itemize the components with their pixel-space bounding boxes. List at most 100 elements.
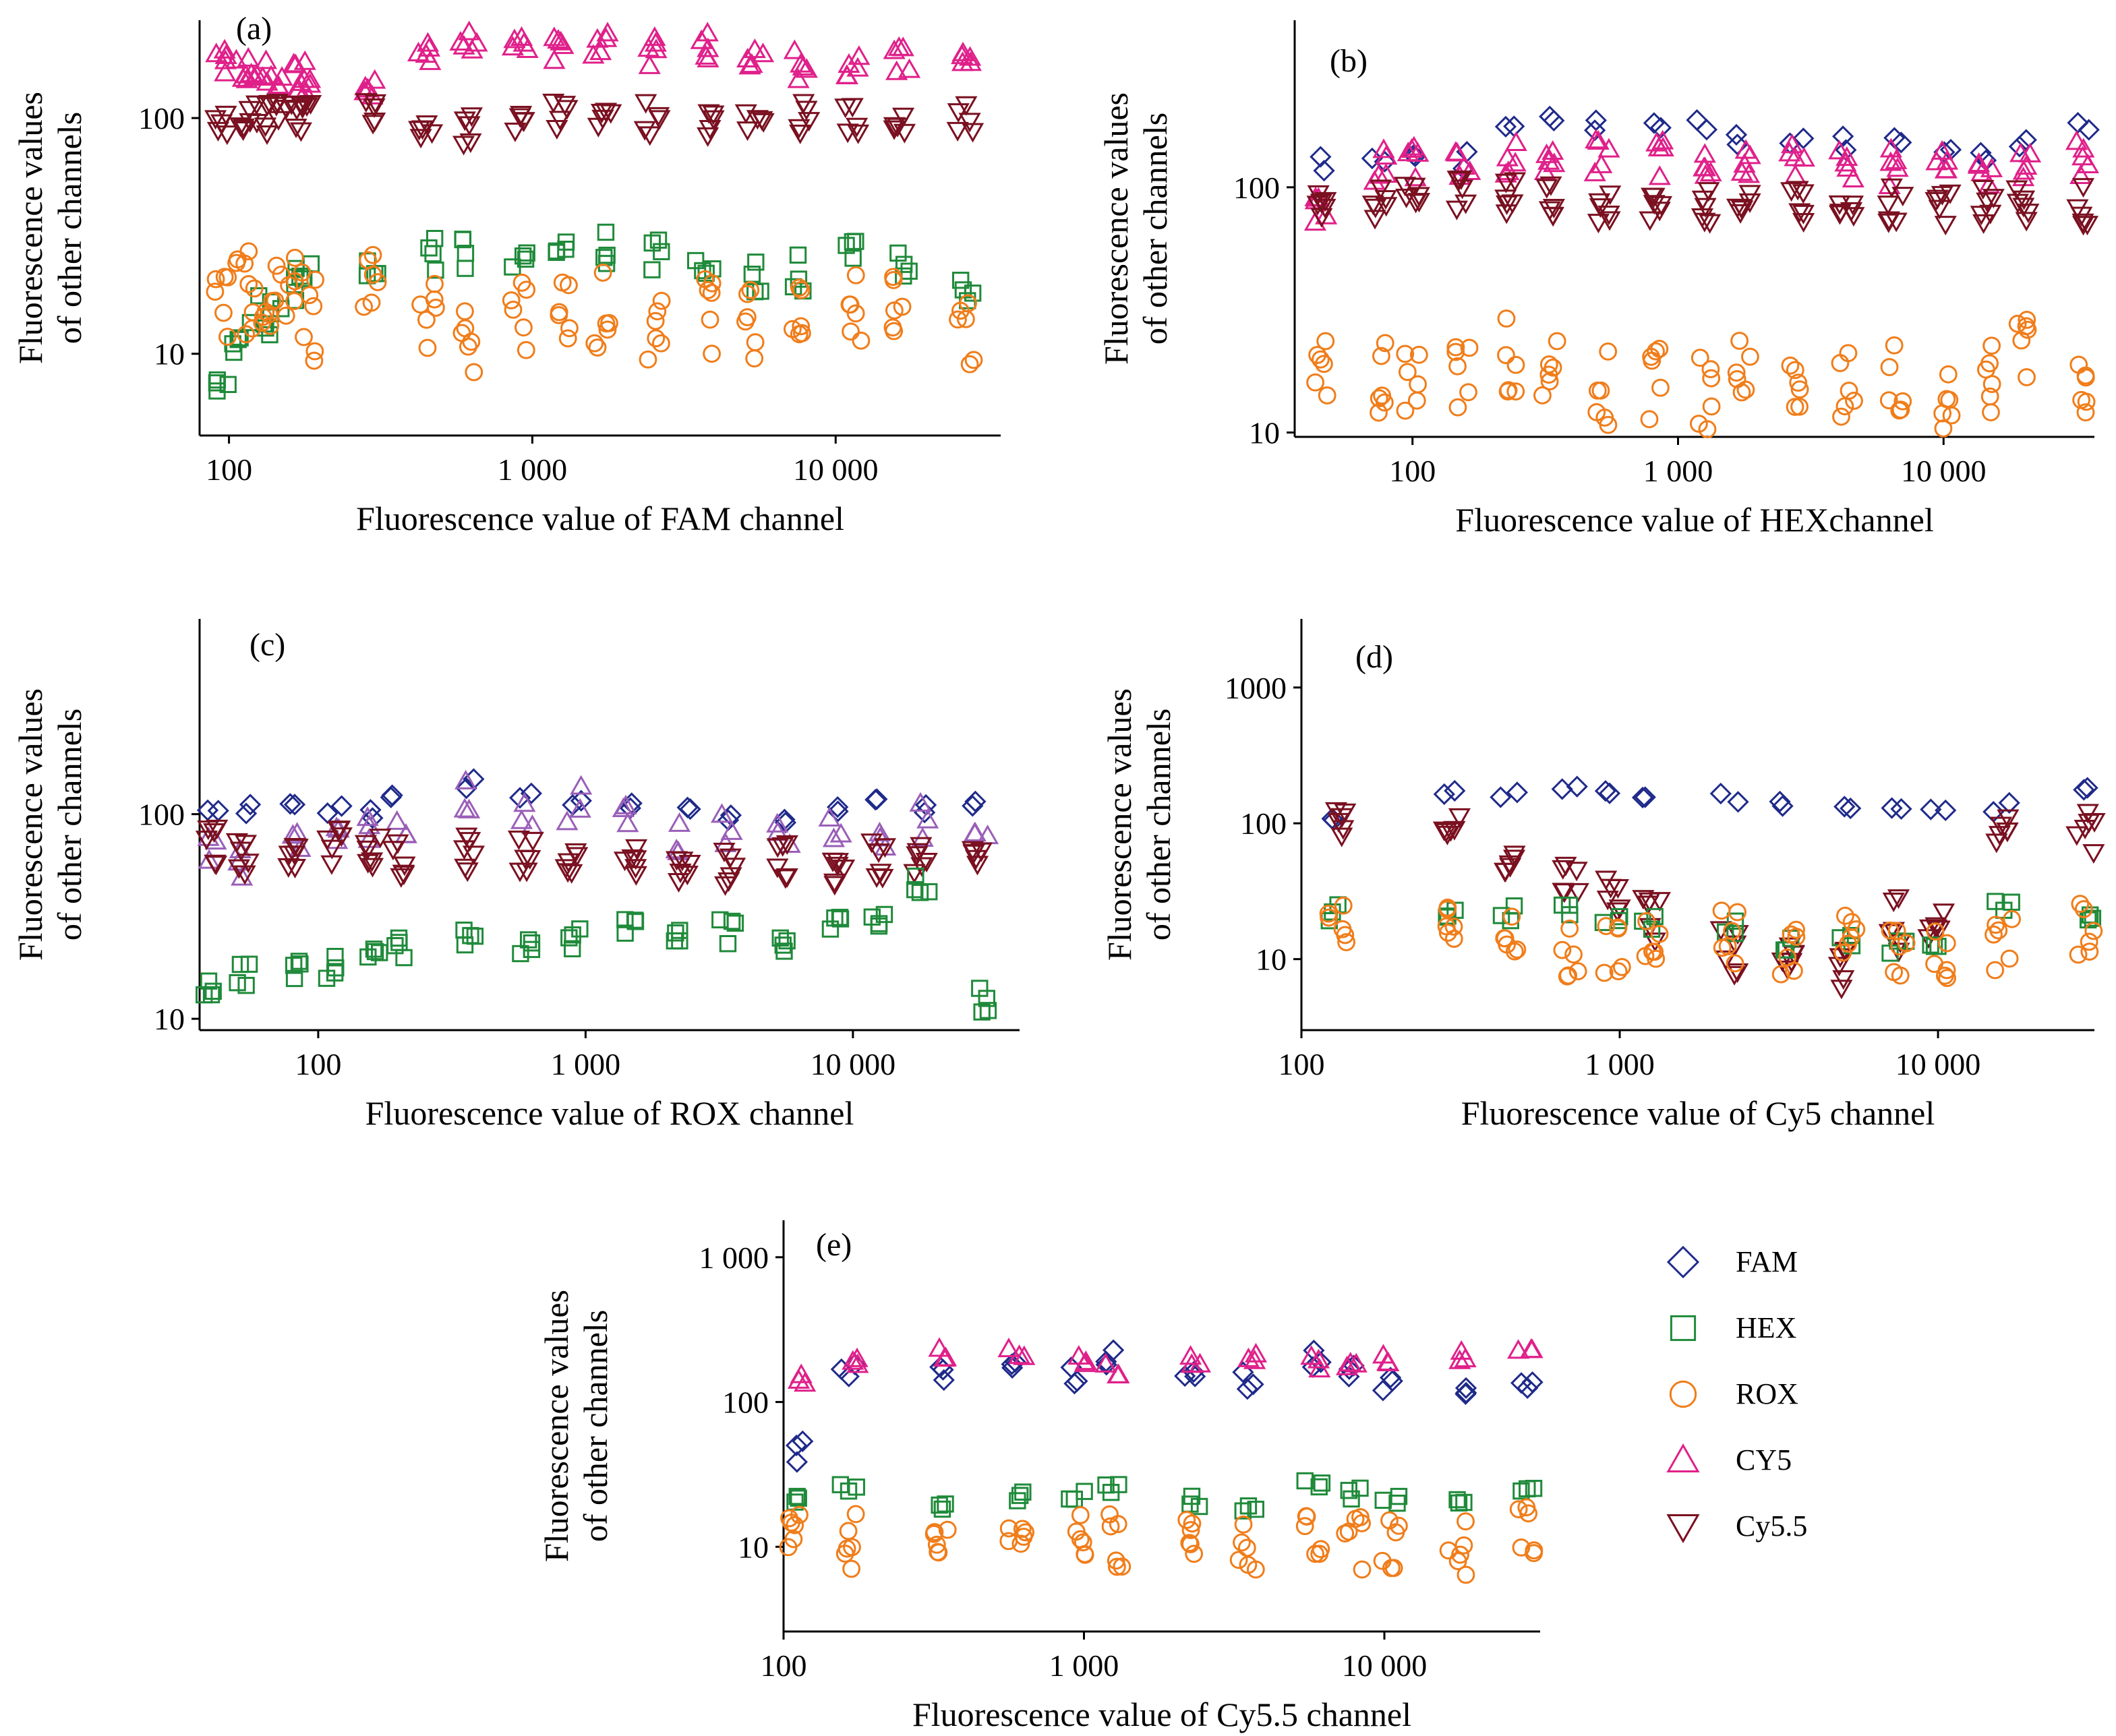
data-point [1390, 1487, 1408, 1505]
y-axis-label: of other channels [51, 709, 88, 940]
data-point [1693, 143, 1716, 163]
data-point [1517, 1498, 1536, 1517]
data-point [558, 329, 577, 348]
data-point [745, 349, 764, 367]
data-point [1384, 1559, 1403, 1578]
data-point [1336, 1524, 1355, 1543]
data-point [2083, 812, 2106, 833]
data-point [647, 107, 670, 127]
data-point [848, 45, 871, 65]
series-roxpanel-cy5 [197, 769, 999, 886]
data-point [1891, 187, 1914, 207]
data-point [1375, 197, 1398, 217]
data-point [883, 120, 906, 140]
data-point [958, 46, 982, 66]
series-rox [1319, 895, 2103, 988]
data-point [517, 250, 535, 268]
data-point [1787, 928, 1806, 946]
data-point [844, 233, 862, 251]
data-point [1599, 342, 1618, 361]
data-point [1829, 204, 1852, 224]
data-point [746, 110, 769, 130]
data-point [424, 245, 442, 263]
data-point [596, 22, 619, 42]
data-point [1314, 355, 1333, 373]
data-point [1560, 920, 1579, 938]
data-point [1508, 940, 1527, 959]
data-point [1988, 826, 2011, 846]
data-point [644, 32, 667, 52]
data-point [1374, 163, 1398, 183]
data-point [616, 924, 634, 942]
data-point [276, 306, 295, 325]
data-point [1637, 911, 1655, 930]
data-point [1982, 189, 2005, 209]
data-point [2071, 895, 2090, 913]
data-point [2017, 204, 2040, 224]
legend-item: ROX [1669, 1377, 1798, 1410]
data-point [711, 911, 729, 929]
data-point [1185, 1545, 1204, 1563]
chart-panel: 100 1 000 10 000 10 100 1 000 Fluorescence val… [537, 1220, 1544, 1733]
series-cy5-5 [204, 93, 984, 156]
y-axis-label: of other channels [51, 112, 88, 344]
data-point [459, 337, 477, 356]
data-point [1786, 361, 1804, 380]
data-point [638, 54, 661, 74]
data-point [1233, 1533, 1251, 1552]
data-point [361, 852, 384, 872]
data-point [860, 833, 883, 854]
data-point [263, 292, 282, 310]
data-point [1492, 907, 1510, 924]
data-point [1380, 1367, 1402, 1389]
data-point [1597, 205, 1620, 225]
data-point [1728, 903, 1746, 922]
data-point [1459, 383, 1477, 402]
data-point [300, 286, 319, 305]
data-point [846, 304, 865, 323]
data-point [665, 851, 688, 871]
data-point [1631, 786, 1654, 809]
data-point [1181, 1535, 1200, 1553]
data-point [227, 859, 250, 879]
data-point [409, 129, 432, 149]
data-point [738, 308, 757, 326]
data-point [1396, 345, 1415, 363]
data-point [1345, 1352, 1368, 1373]
data-point [927, 1535, 946, 1554]
data-point [2009, 142, 2032, 162]
data-point [827, 796, 849, 818]
data-point [550, 303, 568, 322]
data-point [420, 239, 438, 257]
data-point [713, 843, 736, 863]
data-point [792, 1430, 814, 1452]
data-point [1307, 1348, 1330, 1369]
data-point [717, 872, 740, 892]
data-point [283, 794, 306, 816]
data-point [844, 249, 862, 267]
data-point [240, 955, 258, 973]
data-point [1183, 1514, 1202, 1533]
y-tick-label: 10 [738, 1530, 769, 1564]
y-tick-label: 100 [722, 1385, 769, 1420]
data-point [256, 125, 278, 146]
data-point [652, 291, 671, 310]
data-point [1727, 791, 1749, 813]
data-point [1568, 962, 1587, 981]
data-point [454, 231, 472, 249]
data-point [697, 104, 720, 124]
data-point [516, 38, 539, 59]
data-point [369, 829, 392, 849]
data-point [789, 246, 807, 264]
data-point [411, 295, 430, 314]
data-point [416, 32, 440, 52]
data-point [1839, 344, 1858, 363]
data-point [1180, 1534, 1199, 1553]
data-point [933, 1369, 955, 1391]
data-point [548, 243, 565, 262]
data-point [1448, 1349, 1471, 1369]
data-point [646, 311, 665, 330]
data-point [915, 853, 938, 873]
data-point [1403, 136, 1426, 156]
data-point [1650, 924, 1669, 943]
